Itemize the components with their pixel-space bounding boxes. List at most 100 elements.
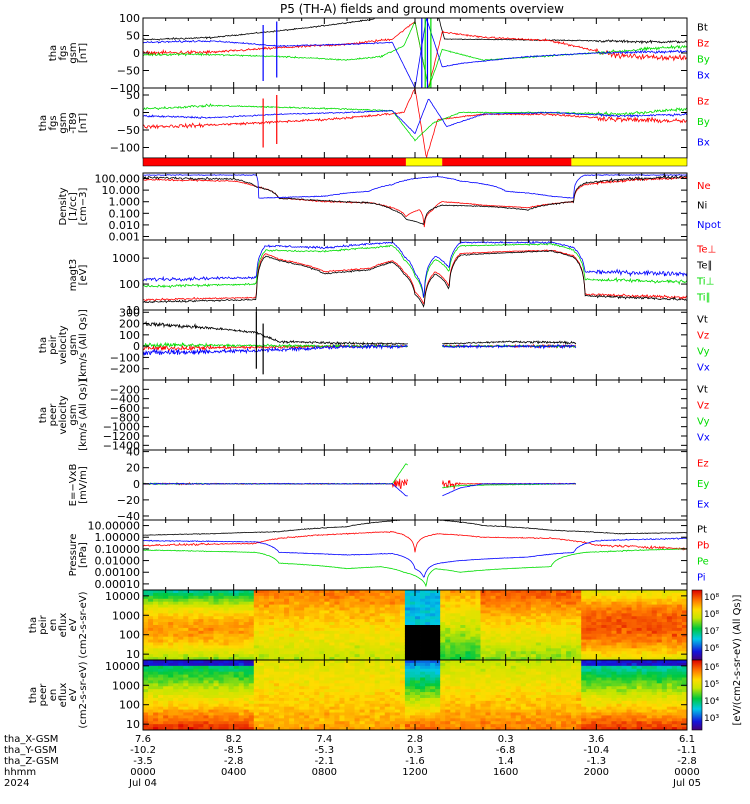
heatmap-cell — [496, 631, 501, 634]
heatmap-cell — [420, 593, 425, 596]
heatmap-cell — [425, 724, 430, 727]
heatmap-cell — [566, 596, 571, 599]
heatmap-cell — [254, 651, 259, 654]
heatmap-cell — [480, 686, 485, 689]
heatmap-cell — [173, 654, 178, 657]
heatmap-cell — [309, 637, 314, 640]
heatmap-cell — [279, 648, 284, 651]
heatmap-cell — [486, 605, 491, 608]
heatmap-cell — [193, 593, 198, 596]
heatmap-cell — [355, 721, 360, 724]
heatmap-cell — [637, 602, 642, 605]
heatmap-cell — [480, 680, 485, 683]
heatmap-cell — [284, 683, 289, 686]
heatmap-cell — [355, 637, 360, 640]
heatmap-cell — [309, 713, 314, 716]
heatmap-cell — [420, 686, 425, 689]
heatmap-cell — [299, 666, 304, 669]
heatmap-cell — [450, 701, 455, 704]
heatmap-cell — [571, 634, 576, 637]
heatmap-cell — [309, 613, 314, 616]
heatmap-cell — [269, 628, 274, 631]
heatmap-cell — [616, 610, 621, 613]
heatmap-cell — [259, 599, 264, 602]
heatmap-cell — [274, 599, 279, 602]
heatmap-cell — [400, 619, 405, 622]
heatmap-cell — [254, 645, 259, 648]
heatmap-cell — [219, 698, 224, 701]
heatmap-cell — [445, 701, 450, 704]
panel-data-efield — [143, 464, 576, 496]
heatmap-cell — [541, 619, 546, 622]
heatmap-cell — [224, 663, 229, 666]
heatmap-cell — [596, 613, 601, 616]
heatmap-cell — [622, 640, 627, 643]
heatmap-cell — [173, 695, 178, 698]
heatmap-cell — [219, 718, 224, 721]
heatmap-cell — [224, 678, 229, 681]
heatmap-cell — [334, 686, 339, 689]
heatmap-cell — [385, 643, 390, 646]
heatmap-cell — [203, 683, 208, 686]
heatmap-cell — [395, 648, 400, 651]
heatmap-cell — [652, 634, 657, 637]
heatmap-cell — [385, 628, 390, 631]
heatmap-cell — [486, 689, 491, 692]
heatmap-cell — [289, 651, 294, 654]
heatmap-cell — [163, 713, 168, 716]
heatmap-cell — [591, 602, 596, 605]
heatmap-cell — [314, 680, 319, 683]
heatmap-cell — [496, 616, 501, 619]
heatmap-cell — [561, 610, 566, 613]
heatmap-cell — [415, 640, 420, 643]
heatmap-cell — [652, 625, 657, 628]
heatmap-cell — [430, 622, 435, 625]
heatmap-cell — [521, 631, 526, 634]
heatmap-cell — [480, 640, 485, 643]
heatmap-cell — [294, 689, 299, 692]
heatmap-cell — [339, 616, 344, 619]
heatmap-cell — [400, 704, 405, 707]
heatmap-cell — [193, 704, 198, 707]
heatmap-cell — [657, 643, 662, 646]
heatmap-cell — [430, 596, 435, 599]
heatmap-cell — [334, 701, 339, 704]
heatmap-cell — [420, 680, 425, 683]
heatmap-cell — [470, 721, 475, 724]
heatmap-cell — [506, 634, 511, 637]
heatmap-cell — [506, 643, 511, 646]
heatmap-cell — [148, 724, 153, 727]
heatmap-cell — [294, 675, 299, 678]
heatmap-cell — [370, 602, 375, 605]
heatmap-cell — [198, 678, 203, 681]
heatmap-cell — [445, 663, 450, 666]
heatmap-cell — [324, 680, 329, 683]
heatmap-cell — [208, 628, 213, 631]
heatmap-cell — [460, 643, 465, 646]
heatmap-cell — [375, 602, 380, 605]
heatmap-cell — [521, 622, 526, 625]
heatmap-cell — [445, 715, 450, 718]
heatmap-cell — [319, 637, 324, 640]
heatmap-cell — [234, 669, 239, 672]
heatmap-cell — [672, 651, 677, 654]
heatmap-cell — [299, 640, 304, 643]
panel-frame-peer_velocity — [143, 380, 687, 450]
heatmap-cell — [324, 707, 329, 710]
heatmap-cell — [163, 625, 168, 628]
heatmap-cell — [647, 599, 652, 602]
heatmap-cell — [531, 616, 536, 619]
heatmap-cell — [329, 695, 334, 698]
heatmap-cell — [219, 599, 224, 602]
heatmap-cell — [531, 643, 536, 646]
heatmap-cell — [188, 622, 193, 625]
heatmap-cell — [203, 616, 208, 619]
heatmap-cell — [385, 634, 390, 637]
heatmap-cell — [611, 645, 616, 648]
panel-frame-pressure — [143, 520, 687, 590]
heatmap-cell — [219, 593, 224, 596]
heatmap-cell — [153, 663, 158, 666]
heatmap-cell — [193, 692, 198, 695]
heatmap-cell — [244, 675, 249, 678]
heatmap-cell — [455, 654, 460, 657]
